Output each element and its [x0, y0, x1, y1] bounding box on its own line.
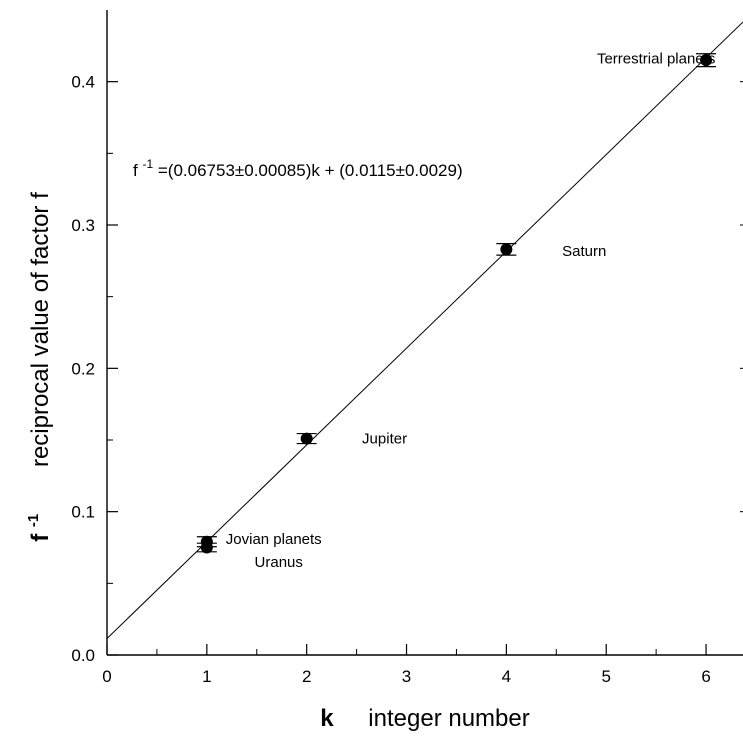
data-point [500, 243, 513, 256]
x-tick-label: 4 [502, 667, 511, 686]
axes-layer: 0 1 2 3 4 5 6 0.0 0.1 0.2 0.3 0.4 [71, 10, 743, 686]
y-axis-title: reciprocal value of factor f [27, 192, 54, 467]
data-point [300, 432, 313, 445]
fit-layer [106, 21, 743, 639]
annotation-layer: Terrestrial planets Saturn Jupiter Jovian p… [226, 51, 716, 571]
x-tick-label: 0 [102, 667, 111, 686]
y-tick-label: 0.0 [71, 646, 95, 665]
x-tick-label: 5 [601, 667, 610, 686]
x-axis-label: k integer number [320, 705, 529, 732]
y-axis-symbol: f [27, 533, 54, 542]
fit-equation-prefix: f [133, 161, 138, 180]
x-axis-symbol: k [320, 705, 334, 732]
x-axis-title: integer number [368, 705, 529, 732]
y-axis-label: f -1 reciprocal value of factor f [17, 192, 54, 542]
point-annotation: Jupiter [362, 431, 407, 448]
point-annotation: Jovian planets [226, 531, 322, 548]
point-annotation: Uranus [255, 554, 303, 571]
y-tick-label: 0.2 [71, 359, 95, 378]
point-annotation: Terrestrial planets [597, 51, 715, 68]
data-point [200, 541, 213, 554]
x-tick-label: 3 [402, 667, 411, 686]
points-layer [196, 53, 717, 554]
y-tick-label: 0.1 [71, 503, 95, 522]
point-annotation: Saturn [562, 243, 606, 260]
fit-equation: f -1 =(0.06753±0.00085)k + (0.0115±0.002… [133, 153, 463, 180]
fit-line [106, 21, 743, 639]
data-point [700, 54, 713, 67]
y-tick-label: 0.3 [71, 216, 95, 235]
y-tick-label: 0.4 [71, 73, 95, 92]
fit-equation-body: =(0.06753±0.00085)k + (0.0115±0.0029) [158, 161, 463, 180]
fit-equation-exponent: -1 [142, 157, 153, 171]
y-axis-symbol-exponent: -1 [25, 514, 42, 527]
x-tick-label: 2 [302, 667, 311, 686]
x-tick-label: 6 [701, 667, 710, 686]
x-tick-label: 1 [202, 667, 211, 686]
